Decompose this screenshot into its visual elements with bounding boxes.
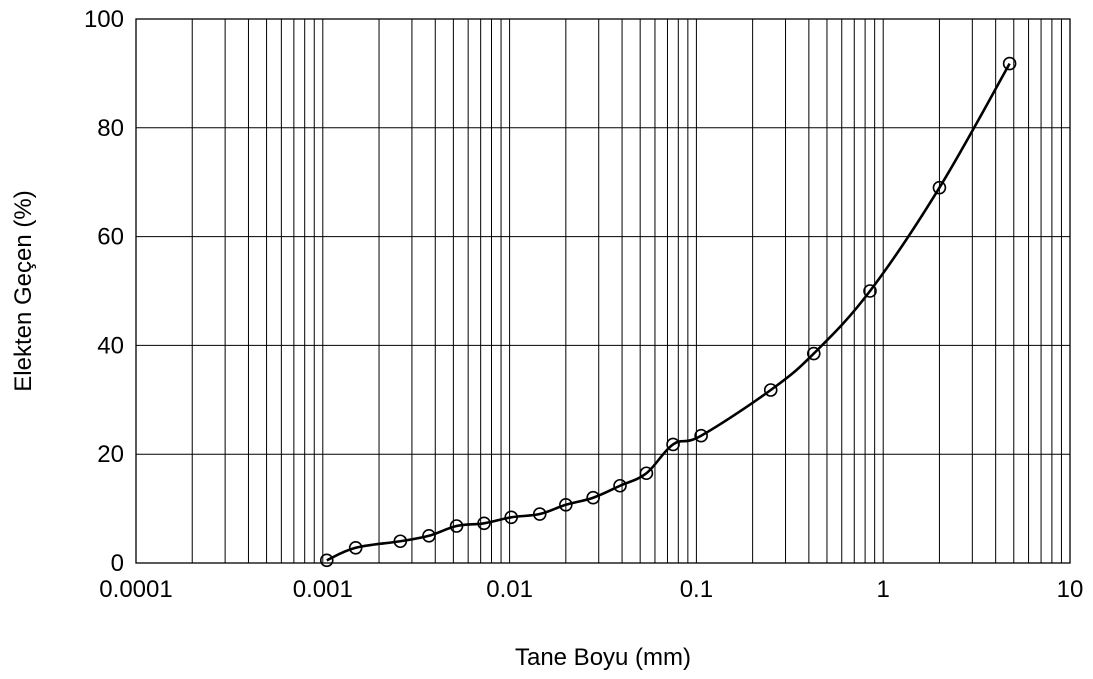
data-point (863, 284, 877, 298)
grid (135, 18, 1070, 564)
data-point (806, 346, 821, 361)
y-tick-label: 100 (84, 6, 124, 33)
data-point (932, 180, 947, 195)
x-tick-label: 0.01 (486, 576, 533, 603)
data-point (348, 540, 363, 555)
x-tick-label: 0.1 (680, 576, 713, 603)
data-point (666, 437, 680, 452)
y-tick-label: 40 (97, 332, 124, 359)
data-point (639, 466, 654, 481)
x-axis-title: Tane Boyu (mm) (515, 644, 691, 671)
x-tick-label: 10 (1057, 576, 1084, 603)
series-layer (319, 56, 1017, 568)
plot-frame (135, 18, 1071, 564)
data-point (319, 553, 334, 568)
data-point (504, 510, 519, 525)
data-point (449, 519, 464, 533)
x-tick-label: 0.0001 (99, 576, 172, 603)
x-tick-label: 0.001 (293, 576, 353, 603)
data-point (763, 383, 778, 397)
data-point (1002, 56, 1017, 71)
data-point (477, 516, 491, 531)
y-tick-label: 0 (111, 550, 124, 577)
data-point (613, 478, 627, 493)
data-point (694, 428, 708, 443)
data-point (532, 507, 547, 521)
data-point (393, 534, 408, 549)
series-line (326, 62, 1011, 562)
y-tick-label: 20 (97, 441, 124, 468)
data-point (586, 490, 600, 505)
data-point (559, 497, 573, 512)
data-point (422, 528, 436, 543)
y-tick-label: 80 (97, 115, 124, 142)
x-tick-label: 1 (877, 576, 890, 603)
y-axis-title: Elekten Geçen (%) (10, 190, 37, 391)
y-tick-label: 60 (97, 224, 124, 251)
